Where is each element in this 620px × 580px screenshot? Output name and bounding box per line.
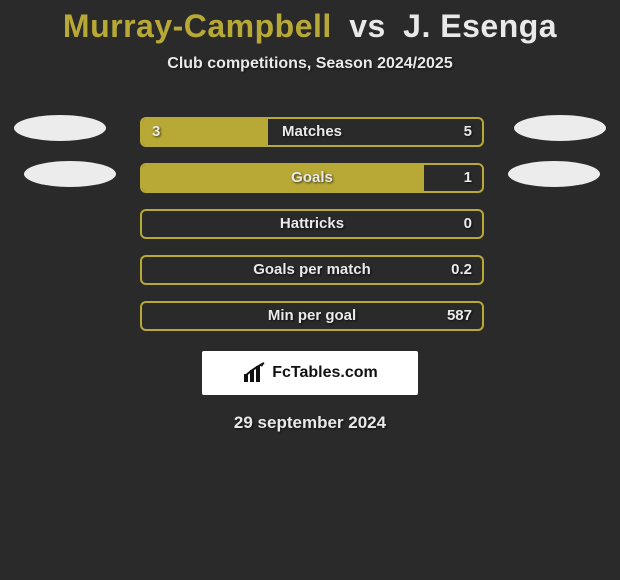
stat-row: Min per goal587 [0, 291, 620, 337]
stat-rows: 3Matches5 Goals1 Hattricks0 Goals per match… [0, 107, 620, 337]
stat-label: Hattricks [142, 211, 482, 237]
stat-row: Goals1 [0, 153, 620, 199]
stat-bar: Goals per match0.2 [140, 255, 484, 285]
brand-text: FcTables.com [272, 364, 378, 382]
stat-bar: 3Matches5 [140, 117, 484, 147]
stat-right-value: 0 [464, 211, 472, 237]
stat-label: Goals [142, 165, 482, 191]
player1-avatar [24, 161, 116, 187]
brand-badge: FcTables.com [202, 351, 418, 395]
player2-avatar [514, 115, 606, 141]
stat-row: 3Matches5 [0, 107, 620, 153]
player1-avatar [14, 115, 106, 141]
date-text: 29 september 2024 [0, 413, 620, 433]
stat-label: Goals per match [142, 257, 482, 283]
subtitle: Club competitions, Season 2024/2025 [0, 55, 620, 73]
stat-right-value: 0.2 [451, 257, 472, 283]
player2-avatar [508, 161, 600, 187]
stat-bar: Hattricks0 [140, 209, 484, 239]
player2-name: J. Esenga [403, 8, 557, 44]
stat-label: Matches [142, 119, 482, 145]
brand-icon [242, 362, 268, 384]
stat-right-value: 5 [464, 119, 472, 145]
stat-label: Min per goal [142, 303, 482, 329]
stat-right-value: 1 [464, 165, 472, 191]
stat-right-value: 587 [447, 303, 472, 329]
stat-bar: Goals1 [140, 163, 484, 193]
stat-bar: Min per goal587 [140, 301, 484, 331]
stat-row: Hattricks0 [0, 199, 620, 245]
comparison-title: Murray-Campbell vs J. Esenga [0, 0, 620, 45]
stat-row: Goals per match0.2 [0, 245, 620, 291]
vs-text: vs [341, 8, 394, 44]
player1-name: Murray-Campbell [63, 8, 332, 44]
